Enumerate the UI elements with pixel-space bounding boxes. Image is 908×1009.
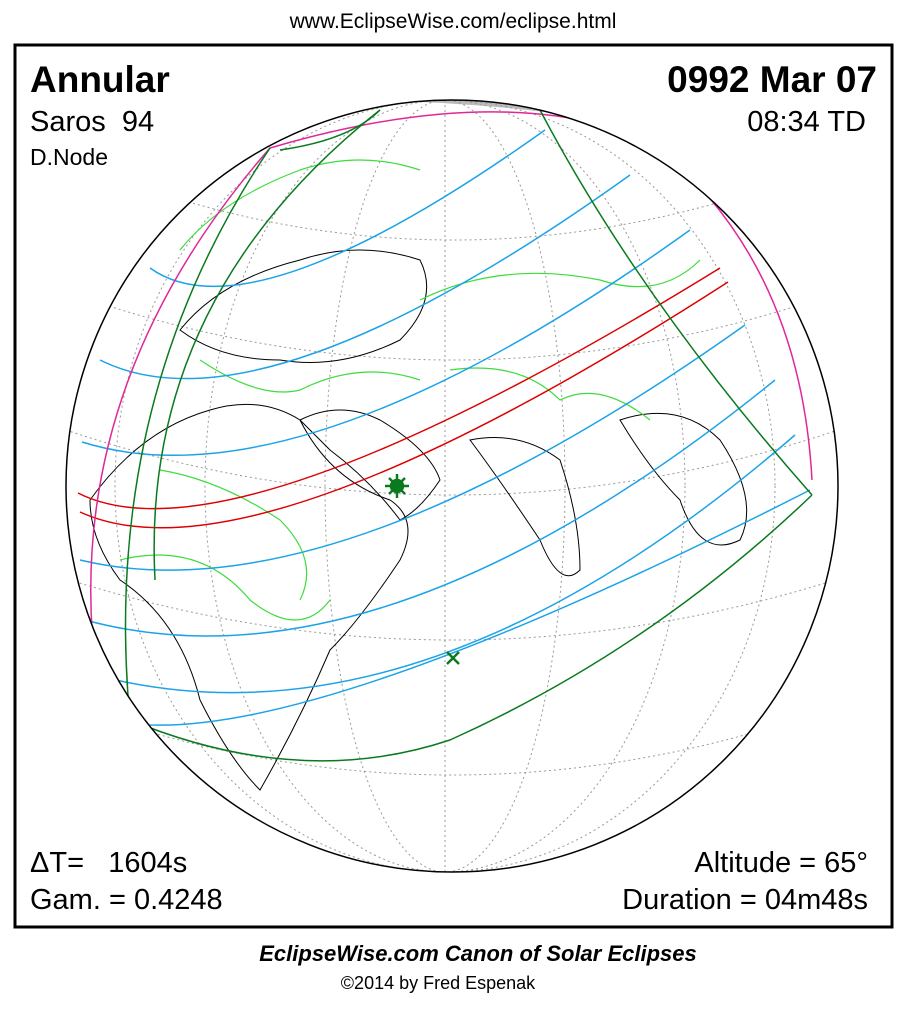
globe-outline xyxy=(65,99,839,873)
eclipse-date: 0992 Mar 07 xyxy=(667,59,877,100)
duration: Duration = 04m48s xyxy=(622,884,868,916)
node: D.Node xyxy=(30,144,108,170)
central-path xyxy=(77,267,729,529)
footer-title: EclipseWise.com Canon of Solar Eclipses xyxy=(259,941,697,966)
globe-disk xyxy=(66,100,838,872)
altitude: Altitude = 65° xyxy=(694,847,868,879)
rise-set-curve xyxy=(90,111,813,701)
saros: Saros 94 xyxy=(30,106,154,138)
url: www.EclipseWise.com/eclipse.html xyxy=(289,10,617,33)
delta-t: ΔT= 1604s xyxy=(30,847,187,879)
footer-credit: ©2014 by Fred Espenak xyxy=(341,973,536,993)
graticule xyxy=(66,100,838,872)
eclipse-type: Annular xyxy=(30,59,170,100)
greatest-duration xyxy=(446,651,460,665)
time: 08:34 TD xyxy=(747,106,866,138)
contact-limits xyxy=(124,109,813,762)
greatest-eclipse xyxy=(385,474,409,498)
gamma: Gam. = 0.4248 xyxy=(30,884,223,916)
